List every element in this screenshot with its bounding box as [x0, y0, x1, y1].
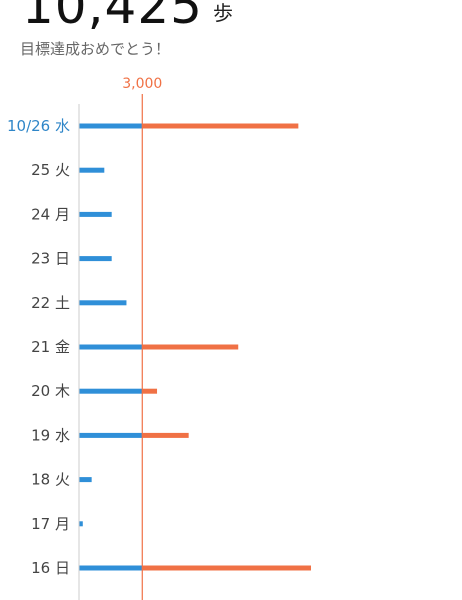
bar-below-goal — [79, 477, 92, 483]
day-label: 10/26 水 — [7, 117, 70, 135]
bar-below-goal — [79, 432, 143, 438]
bar-below-goal — [79, 521, 83, 527]
goal-label: 3,000 — [122, 76, 162, 92]
bar-above-goal — [142, 344, 239, 350]
bar-below-goal — [79, 300, 127, 306]
day-label: 23 日 — [31, 250, 70, 268]
bar-above-goal — [142, 432, 189, 438]
day-label: 20 木 — [31, 382, 70, 400]
day-labels: 10/26 水 25 火 24 月 23 日 22 土 21 金 20 木 19 水 18 火 1… — [7, 117, 70, 577]
bars — [79, 123, 311, 571]
day-label: 18 火 — [31, 471, 70, 489]
day-label: 17 月 — [31, 515, 70, 533]
goal-message: 目標達成おめでとう！ — [20, 40, 171, 58]
steps-value: 10,425 — [22, 0, 203, 35]
bar-below-goal — [79, 256, 112, 262]
bar-above-goal — [142, 565, 311, 571]
bar-below-goal — [79, 167, 105, 173]
day-label: 16 日 — [31, 559, 70, 577]
bar-below-goal — [79, 565, 143, 571]
day-label: 19 水 — [31, 426, 70, 444]
steps-summary: 10,425 歩 — [22, 0, 233, 34]
bar-above-goal — [142, 388, 158, 394]
steps-unit: 歩 — [212, 1, 233, 25]
bar-below-goal — [79, 388, 143, 394]
bar-below-goal — [79, 344, 143, 350]
bar-above-goal — [142, 123, 299, 129]
bar-below-goal — [79, 123, 143, 129]
day-label: 22 土 — [31, 294, 70, 312]
day-label: 21 金 — [31, 338, 70, 356]
day-label: 24 月 — [31, 205, 70, 223]
day-label: 25 火 — [31, 161, 70, 179]
bar-below-goal — [79, 211, 112, 217]
